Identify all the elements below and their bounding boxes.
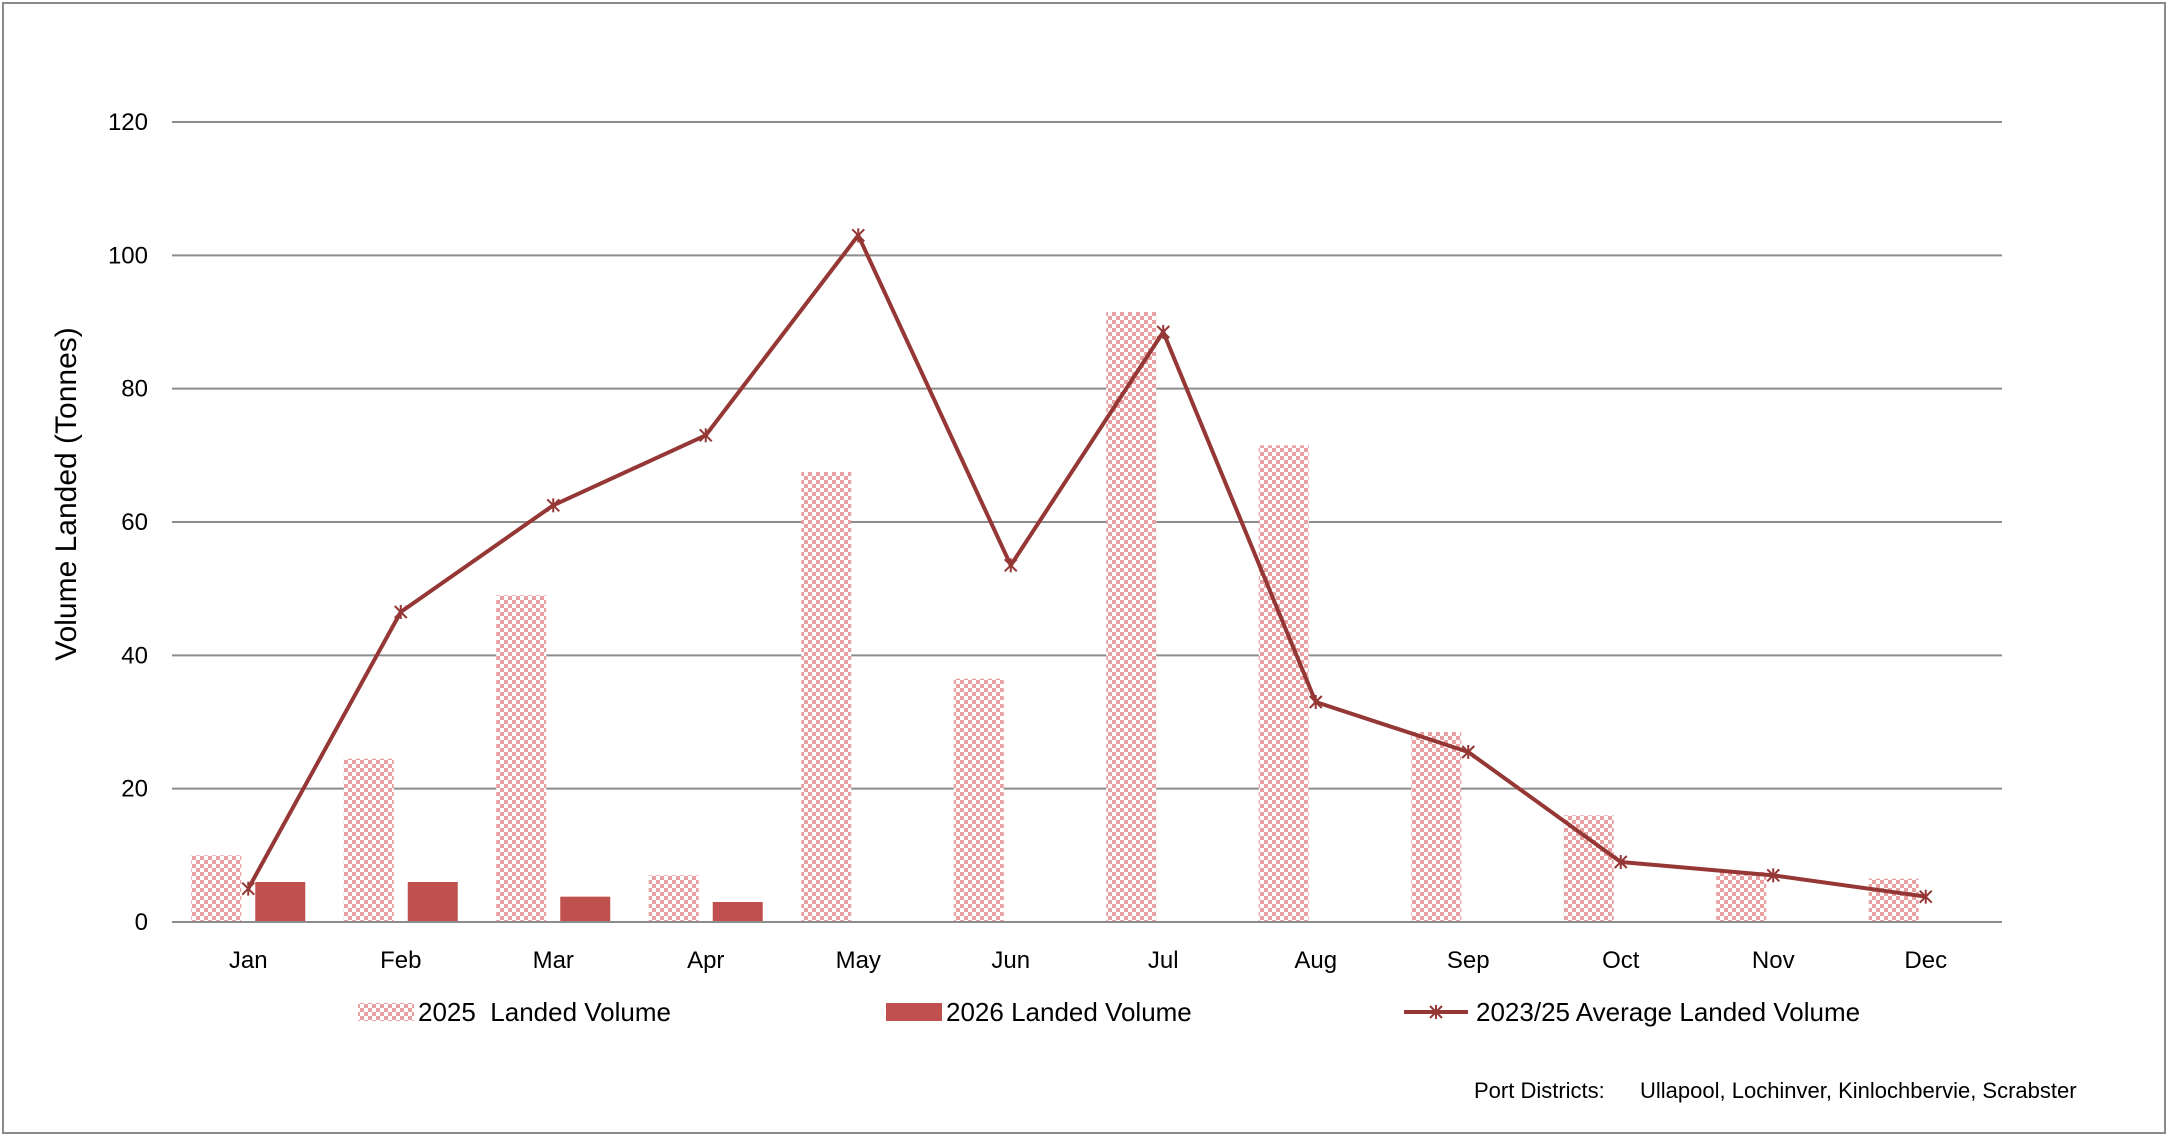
x-tick-label: Jan (229, 947, 268, 974)
average-marker-apr (699, 428, 713, 443)
y-tick-label: 80 (121, 376, 148, 403)
x-tick-label: Jun (991, 947, 1030, 974)
bars (172, 312, 2002, 923)
average-marker-nov (1766, 868, 1780, 883)
bar-2025-feb (343, 758, 394, 922)
gridlines (172, 121, 2002, 923)
average-line-path (246, 233, 1927, 899)
bar-2025-jul (1106, 312, 1157, 922)
legend-label: 2023/25 Average Landed Volume (1476, 997, 1860, 1027)
y-axis-ticks: 0 20 40 60 80 100 120 (108, 109, 148, 936)
bar-2026-mar (560, 896, 611, 922)
legend-item: 2023/25 Average Landed Volume (1404, 997, 1860, 1027)
average-marker-jan (241, 881, 255, 896)
legend-swatch (358, 1003, 414, 1021)
bar-2025-aug (1258, 445, 1309, 922)
chart-svg: 0 20 40 60 80 100 120 Volume Landed (Tonnes) J… (50, 109, 2077, 1103)
average-marker-dec (1919, 889, 1933, 904)
x-tick-label: Mar (533, 947, 574, 974)
footnote-label: Port Districts: (1474, 1078, 1605, 1103)
bar-2025-jan (191, 855, 242, 922)
average-marker-jun (1004, 558, 1018, 573)
y-tick-label: 120 (108, 109, 148, 136)
y-tick-label: 40 (121, 642, 148, 669)
bar-2026-apr (712, 902, 763, 922)
x-tick-label: Apr (687, 947, 724, 974)
legend-item: 2026 Landed Volume (886, 997, 1192, 1027)
x-tick-label: Aug (1294, 947, 1337, 974)
average-marker-aug (1309, 695, 1323, 709)
bar-2025-oct (1563, 815, 1614, 922)
bar-2026-feb (407, 882, 458, 922)
x-axis-ticks: Jan Feb Mar Apr May Jun Jul Aug Sep Oct Nov Dec (229, 947, 1947, 974)
x-tick-label: Sep (1447, 947, 1490, 974)
bar-2025-apr (648, 875, 699, 922)
bar-2026-jan (255, 882, 306, 922)
y-tick-label: 60 (121, 509, 148, 536)
x-tick-label: Nov (1752, 947, 1795, 974)
y-tick-label: 0 (135, 909, 148, 936)
legend-marker (1429, 1005, 1443, 1019)
legend: 2025 Landed Volume 2026 Landed Volume 2023… (358, 997, 1860, 1027)
bar-2025-nov (1716, 872, 1767, 922)
bar-2025-jun (953, 678, 1004, 922)
y-tick-label: 100 (108, 242, 148, 269)
average-marker-feb (394, 605, 408, 619)
x-tick-label: Feb (380, 947, 421, 974)
x-tick-label: May (836, 947, 881, 974)
average-line (241, 228, 1933, 904)
footnote-districts: Ullapool, Lochinver, Kinlochbervie, Scra… (1640, 1078, 2077, 1103)
bar-2025-mar (496, 595, 547, 922)
legend-label: 2025 Landed Volume (418, 997, 671, 1027)
y-axis-label: Volume Landed (Tonnes) (50, 327, 83, 661)
average-marker-mar (546, 498, 560, 513)
y-tick-label: 20 (121, 776, 148, 803)
x-tick-label: Dec (1904, 947, 1947, 974)
footnote: Port Districts: Ullapool, Lochinver, Kin… (1474, 1078, 2077, 1103)
bar-2025-dec (1868, 878, 1919, 922)
average-marker-sep (1461, 745, 1475, 759)
average-marker-may (851, 228, 865, 243)
legend-swatch (886, 1003, 942, 1021)
x-tick-label: Oct (1602, 947, 1640, 974)
bar-2025-may (801, 472, 852, 922)
x-tick-label: Jul (1148, 947, 1179, 974)
legend-label: 2026 Landed Volume (946, 997, 1192, 1027)
legend-item: 2025 Landed Volume (358, 997, 671, 1027)
average-marker-jul (1156, 325, 1170, 339)
bar-2025-sep (1411, 732, 1462, 922)
average-marker-oct (1614, 855, 1628, 869)
